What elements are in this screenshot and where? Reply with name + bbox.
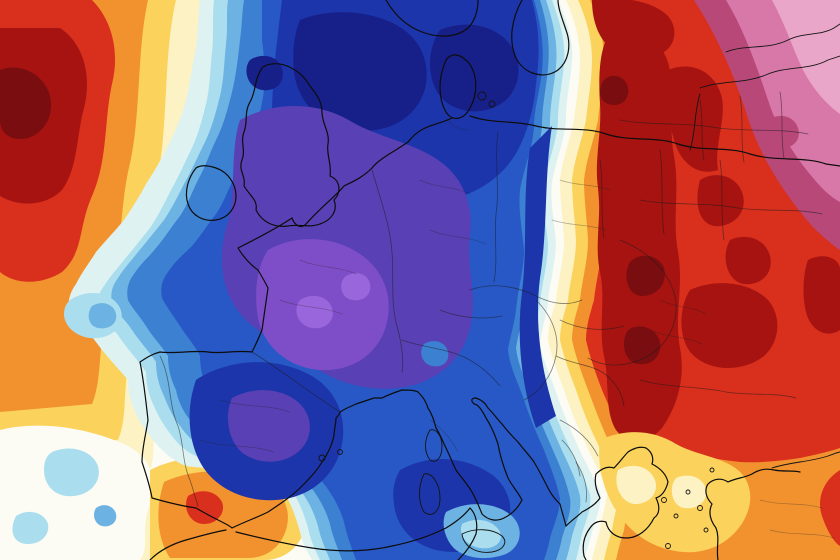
east-maroon-core-1 bbox=[626, 255, 665, 296]
border-austria bbox=[439, 309, 503, 319]
coastline-gulf-riga bbox=[689, 93, 701, 151]
admin-poland-1 bbox=[559, 179, 611, 191]
border-poland-east-1 bbox=[599, 159, 605, 239]
coastline-italy bbox=[417, 391, 567, 527]
border-romania-bulgaria bbox=[639, 379, 797, 399]
border-portugal bbox=[159, 355, 199, 507]
coastline-sardinia bbox=[419, 473, 441, 515]
aegean-island-5 bbox=[703, 527, 709, 533]
border-carpathians bbox=[587, 239, 677, 366]
border-hungary bbox=[559, 319, 625, 330]
tunisia-cyan-patch bbox=[460, 519, 501, 549]
aegean-island bbox=[661, 497, 667, 503]
aegean-island-3 bbox=[685, 489, 691, 495]
admin-italy bbox=[429, 419, 459, 453]
coastline-corsica bbox=[425, 429, 443, 462]
purple-iberia-patch bbox=[228, 390, 310, 462]
warm-core-maroon bbox=[0, 67, 52, 140]
navy-core-1 bbox=[293, 12, 427, 131]
east-darkred-right-edge bbox=[803, 256, 840, 334]
coastline-britain bbox=[240, 63, 340, 227]
cold-anomaly-europe bbox=[64, 0, 601, 560]
bottomleft-cyan-blob bbox=[44, 448, 99, 497]
east-darkred-blob-1 bbox=[697, 175, 744, 227]
border-balkans-3 bbox=[559, 419, 599, 457]
border-albania-dense-2 bbox=[561, 439, 581, 477]
bottomleft-cyan-blob-2 bbox=[12, 511, 49, 544]
coastline-denmark bbox=[439, 54, 477, 119]
east-red-edge-streak bbox=[820, 470, 840, 546]
navy-core-3 bbox=[246, 55, 283, 91]
border-czech-slovakia bbox=[469, 285, 583, 304]
coastline-norway bbox=[385, 0, 479, 37]
aegean-island-2 bbox=[673, 513, 679, 519]
brightviolet-spot-2 bbox=[341, 273, 371, 301]
coastline-baltic-south bbox=[469, 115, 840, 167]
warm-anomaly-east bbox=[548, 0, 840, 560]
east-maroon-core-3 bbox=[599, 75, 629, 106]
border-pyrenees bbox=[251, 351, 341, 413]
admin-spain-1 bbox=[219, 399, 291, 413]
east-darkred-lobe bbox=[666, 66, 723, 172]
balearic-island-2 bbox=[337, 449, 343, 455]
alps-lighter-patch bbox=[421, 341, 449, 367]
east-darkred-blob-2 bbox=[725, 236, 771, 285]
coastline-turkey-west bbox=[705, 468, 801, 560]
admin-germany-1 bbox=[419, 179, 471, 195]
brightviolet-spot-1 bbox=[296, 295, 333, 329]
coastline-finland-2 bbox=[725, 23, 840, 53]
border-germany-poland bbox=[493, 131, 499, 283]
coastline-sicily bbox=[461, 529, 506, 553]
aegean-island-4 bbox=[697, 505, 703, 511]
coastline-africa-west bbox=[149, 529, 227, 560]
border-baltics-1 bbox=[699, 99, 705, 161]
admin-romania-1 bbox=[659, 299, 707, 315]
border-baltics-2 bbox=[739, 95, 745, 163]
pink-magenta-spot bbox=[764, 115, 799, 149]
danish-island bbox=[477, 91, 487, 101]
aegean-pale-patch-1 bbox=[616, 465, 657, 505]
deepblue-east-limb bbox=[519, 126, 556, 428]
admin-france-2 bbox=[279, 299, 343, 315]
coastline-africa-med bbox=[235, 507, 478, 560]
navy-core-2 bbox=[429, 24, 519, 112]
bottomleft-blue-speck bbox=[94, 505, 117, 527]
east-maroon-core-2 bbox=[623, 326, 661, 365]
aegean-island-7 bbox=[709, 467, 715, 473]
border-alps bbox=[401, 339, 501, 387]
extreme-warm-lightpink bbox=[772, 0, 840, 114]
admin-germany-2 bbox=[429, 229, 487, 245]
aegean-island-6 bbox=[665, 543, 671, 549]
country-borders bbox=[159, 91, 835, 539]
border-poland-east-2 bbox=[659, 149, 665, 235]
coastline-greece bbox=[565, 446, 669, 560]
thrace-red-spot bbox=[740, 408, 784, 450]
border-denmark-germany bbox=[445, 117, 469, 131]
balearic-island bbox=[318, 454, 326, 462]
coastline-blacksea bbox=[771, 451, 840, 469]
border-ukraine-1 bbox=[639, 199, 823, 215]
west-blue-finger bbox=[88, 303, 117, 329]
border-poland-east-3 bbox=[719, 159, 725, 241]
admin-poland-2 bbox=[551, 219, 607, 231]
border-france-germany bbox=[371, 169, 404, 373]
east-darkred-band bbox=[596, 27, 682, 442]
aegean-pale-patch-2 bbox=[671, 475, 707, 509]
coastline-sweden bbox=[511, 0, 570, 76]
admin-romania-2 bbox=[649, 329, 703, 345]
admin-turkey-2 bbox=[769, 529, 835, 539]
coastline-ireland bbox=[185, 165, 237, 221]
east-darkred-romania bbox=[681, 283, 778, 368]
iberia-warm-red-spot bbox=[185, 491, 224, 524]
border-balkans-2 bbox=[555, 355, 625, 407]
coastline-finland-1 bbox=[699, 55, 840, 89]
admin-france-1 bbox=[299, 259, 357, 275]
danish-island-2 bbox=[488, 100, 496, 108]
admin-turkey-1 bbox=[759, 499, 823, 509]
admin-spain-2 bbox=[199, 439, 275, 453]
border-baltics-3 bbox=[779, 91, 785, 159]
